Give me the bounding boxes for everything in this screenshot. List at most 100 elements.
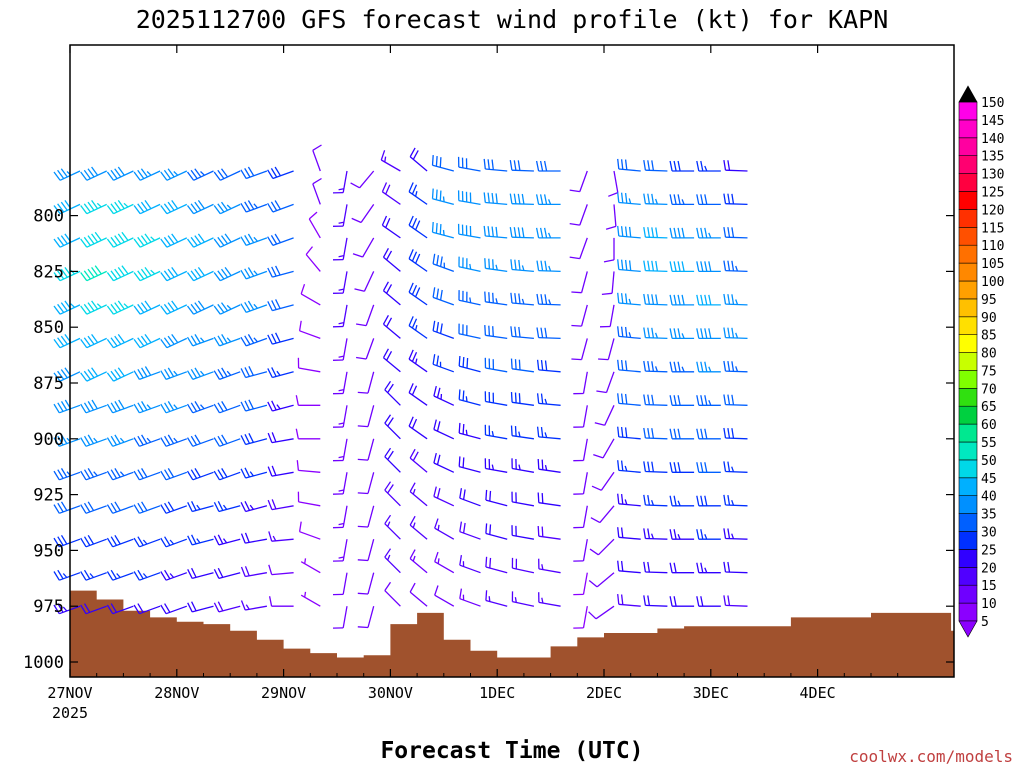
wind-barb: [213, 168, 241, 181]
wind-barb: [106, 265, 134, 282]
wind-barb: [431, 221, 454, 239]
wind-barb: [213, 501, 241, 513]
wind-barb: [571, 338, 588, 361]
wind-barb: [723, 394, 748, 406]
wind-barb: [536, 359, 561, 373]
wind-barb: [458, 355, 481, 373]
wind-barb: [268, 596, 294, 607]
wind-barb: [643, 494, 668, 507]
wind-barb: [350, 170, 375, 189]
wind-barb: [384, 514, 401, 540]
wind-barb: [537, 458, 561, 473]
wind-barb: [669, 596, 695, 607]
wind-barb: [485, 590, 508, 607]
wind-barb: [484, 458, 508, 473]
wind-barb: [267, 432, 294, 444]
wind-barb: [432, 253, 455, 273]
wind-barb: [298, 320, 321, 340]
wind-barb: [598, 338, 615, 361]
wind-barb: [510, 259, 534, 273]
wind-barb: [381, 215, 401, 239]
colorbar-swatch: [958, 459, 978, 479]
wind-barb: [458, 456, 481, 473]
wind-barb: [485, 556, 508, 574]
wind-barb: [187, 534, 214, 546]
wind-barb: [535, 160, 561, 172]
wind-barb: [186, 401, 214, 414]
y-tick-label: 850: [33, 318, 64, 338]
wind-barb: [484, 357, 508, 373]
wind-barb: [643, 260, 668, 273]
wind-barb: [669, 395, 695, 406]
wind-barb: [80, 603, 107, 615]
wind-barb: [186, 367, 214, 381]
wind-barb: [536, 393, 561, 406]
colorbar-swatch: [958, 173, 978, 192]
wind-barb: [133, 233, 161, 248]
wind-barb: [723, 528, 748, 540]
wind-barb: [240, 566, 268, 578]
wind-barb: [608, 170, 619, 197]
colorbar-swatch: [958, 602, 978, 622]
wind-barb: [457, 190, 481, 206]
x-tick-label: 2DEC: [586, 684, 622, 702]
y-tick-label: 975: [33, 597, 64, 617]
wind-barb: [511, 557, 535, 574]
colorbar-label: 110: [981, 239, 1004, 254]
wind-barb: [596, 371, 615, 394]
wind-barb: [509, 159, 534, 172]
wind-barb: [643, 226, 668, 239]
wind-barb: [588, 605, 615, 620]
wind-barb: [643, 360, 668, 373]
wind-barb: [384, 548, 401, 574]
plot-frame: [69, 44, 955, 678]
colorbar-label: 140: [981, 132, 1004, 147]
wind-barb: [187, 567, 214, 580]
wind-barb: [106, 603, 134, 615]
wind-barb: [432, 320, 455, 340]
wind-barb: [295, 395, 321, 406]
wind-barb: [160, 468, 188, 481]
wind-barb: [510, 326, 534, 340]
wind-barb: [80, 367, 107, 382]
wind-barb: [669, 294, 695, 306]
wind-barb: [408, 282, 428, 306]
wind-barb: [80, 434, 107, 447]
wind-barb: [240, 366, 268, 379]
wind-barb: [617, 393, 641, 406]
wind-barb: [723, 461, 748, 473]
wind-barb: [511, 525, 535, 540]
wind-barb: [594, 405, 615, 426]
x-tick-label: 4DEC: [800, 684, 836, 702]
wind-barb: [186, 300, 214, 315]
wind-barb: [723, 327, 748, 340]
wind-barb: [432, 354, 455, 373]
ground-layer: [70, 590, 954, 677]
wind-barb: [187, 501, 214, 513]
wind-barb: [484, 391, 508, 406]
colorbar-swatch: [958, 227, 978, 246]
wind-barb: [133, 168, 161, 181]
wind-barb: [106, 468, 134, 481]
wind-barb: [213, 401, 241, 414]
colorbar-label: 85: [981, 329, 997, 344]
wind-barb: [240, 300, 268, 314]
colorbar-label: 100: [981, 275, 1004, 290]
wind-barb: [511, 458, 535, 473]
wind-barb: [617, 192, 641, 206]
wind-barb: [332, 338, 348, 361]
wind-barb: [160, 300, 188, 315]
colorbar-swatch: [958, 566, 978, 586]
wind-barb: [300, 283, 321, 306]
wind-barb: [332, 606, 348, 629]
wind-barb: [510, 425, 534, 440]
colorbar-label: 130: [981, 168, 1004, 183]
wind-barb: [696, 395, 721, 406]
wind-barb: [384, 447, 401, 473]
wind-barb: [186, 168, 214, 181]
y-tick-label: 825: [33, 262, 64, 282]
wind-barb: [536, 327, 561, 340]
wind-barb: [409, 515, 428, 540]
wind-barb: [332, 237, 348, 261]
colorbar-label: 10: [981, 597, 997, 612]
